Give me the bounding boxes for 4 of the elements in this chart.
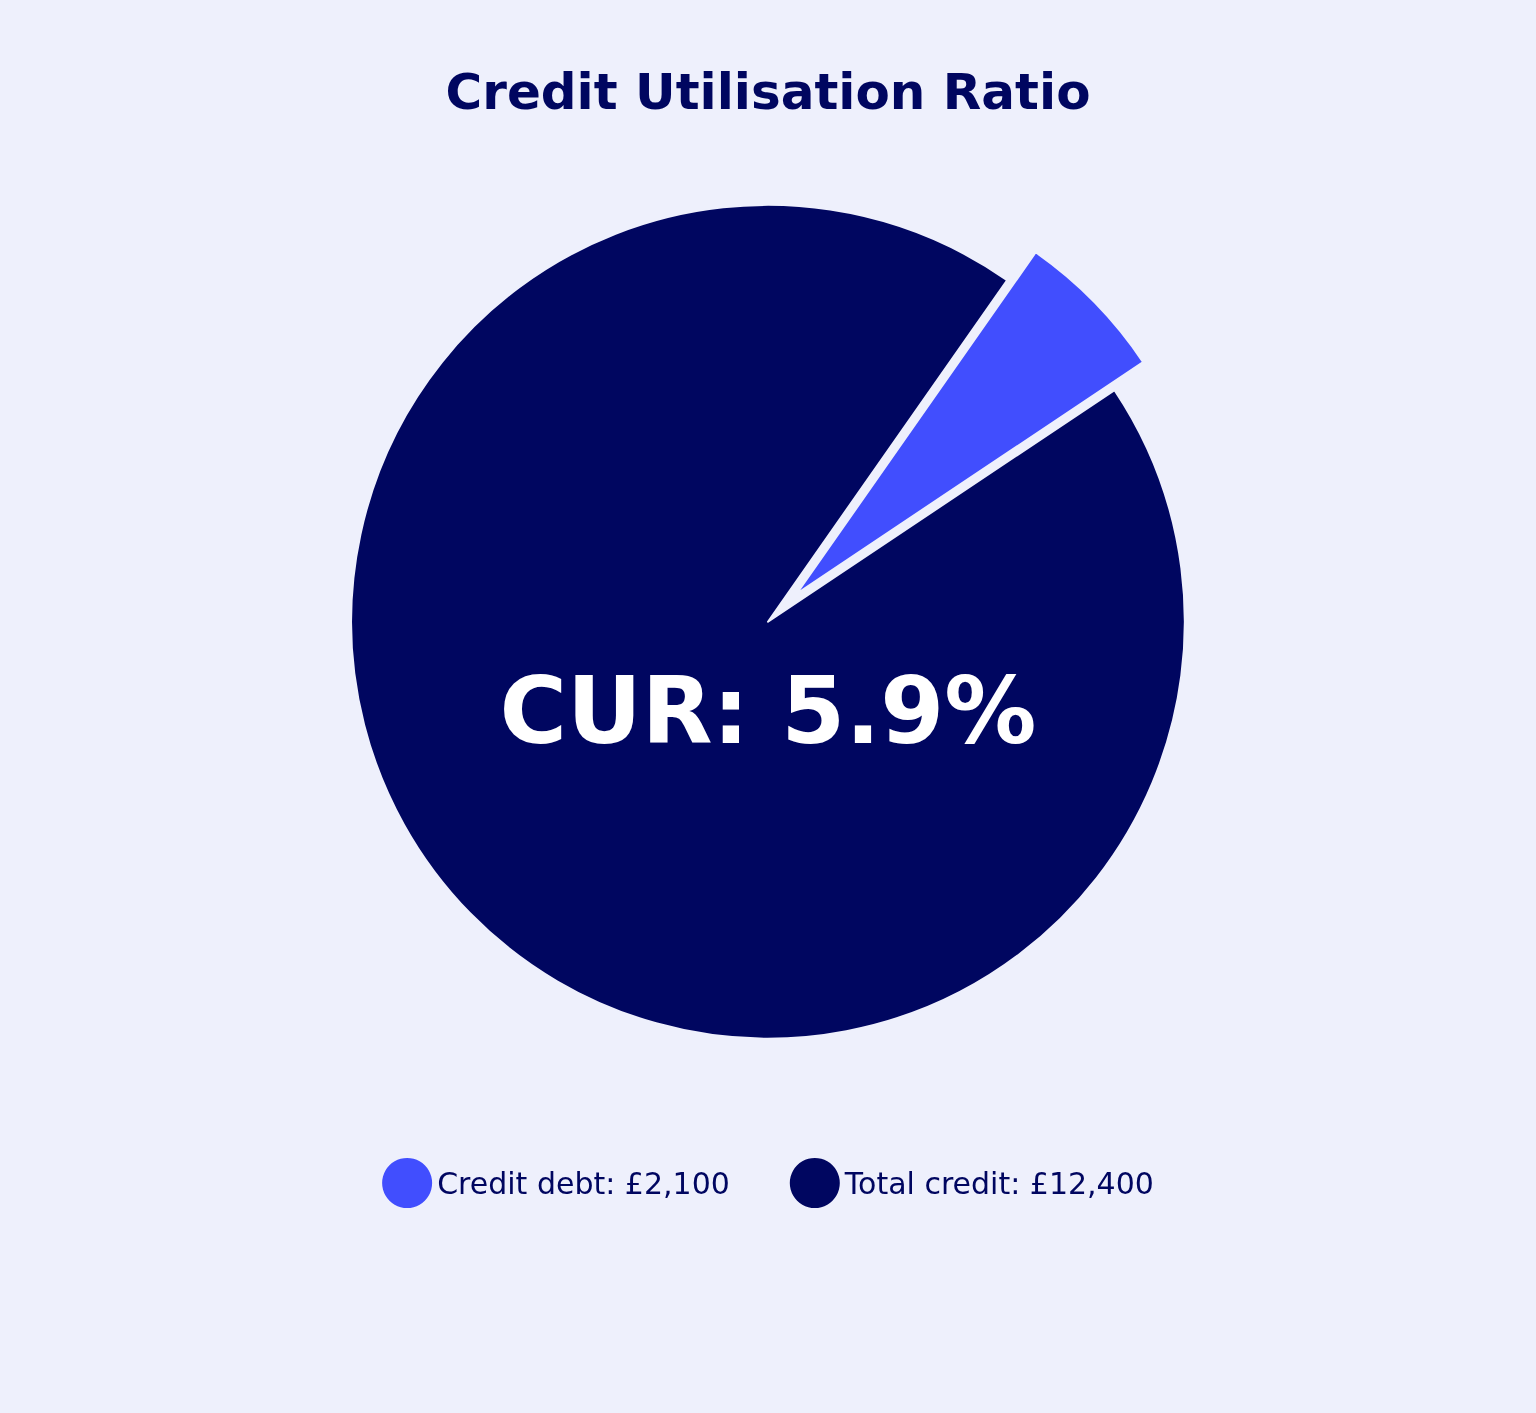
legend-label: Credit debt: £2,100 [437,1165,730,1201]
text: CUR: 5.9% [499,657,1037,765]
chart-title: Credit Utilisation Ratio [445,63,1091,121]
legend-label: Total credit: £12,400 [843,1165,1154,1201]
